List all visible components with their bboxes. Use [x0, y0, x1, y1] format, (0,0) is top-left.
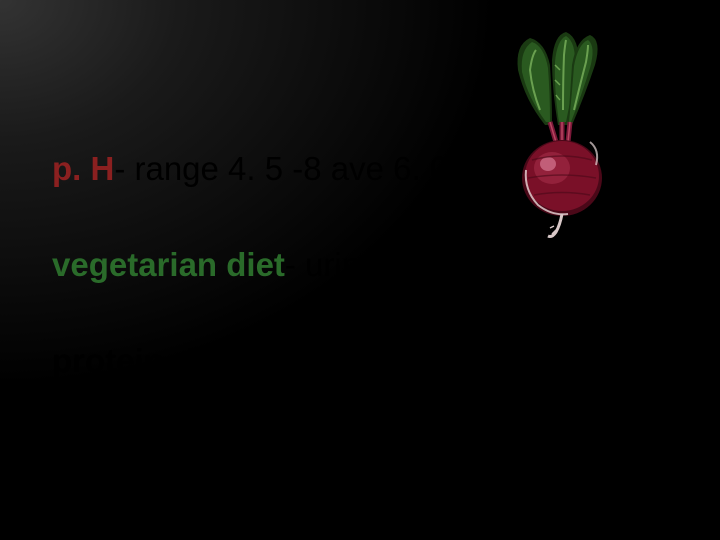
term-ph: p. H — [52, 150, 114, 187]
beet-leaves — [518, 32, 598, 125]
text-ph-range: - range 4. 5 -8 ave 6. 0 — [114, 150, 448, 187]
term-protein: protein rich and wheat diet - — [52, 342, 492, 379]
text-acidic: urine is acidic — [52, 380, 272, 417]
slide-text-content: p. H- range 4. 5 -8 ave 6. 0 vegetarian … — [52, 150, 672, 418]
line-protein: protein rich and wheat diet - urine is a… — [52, 342, 672, 418]
term-vegetarian: vegetarian diet — [52, 246, 285, 283]
line-vegetarian: vegetarian diet- urine is alkaline — [52, 246, 672, 284]
text-alkaline: - urine is alkaline — [285, 246, 533, 283]
line-ph: p. H- range 4. 5 -8 ave 6. 0 — [52, 150, 672, 188]
